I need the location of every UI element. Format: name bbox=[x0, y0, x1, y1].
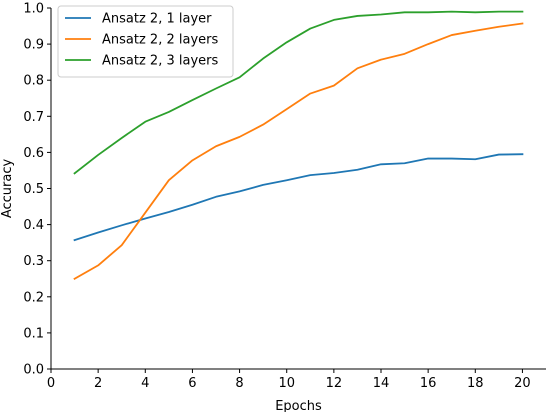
legend-label: Ansatz 2, 2 layers bbox=[102, 33, 218, 48]
y-tick-label: 0.2 bbox=[23, 290, 44, 305]
y-tick-label: 0.1 bbox=[23, 326, 44, 341]
y-tick-label: 0.0 bbox=[23, 363, 44, 378]
x-tick-label: 18 bbox=[467, 376, 484, 391]
legend-label: Ansatz 2, 3 layers bbox=[102, 54, 218, 69]
x-tick-label: 8 bbox=[235, 376, 243, 391]
x-tick-label: 16 bbox=[420, 376, 437, 391]
y-tick-label: 0.9 bbox=[23, 38, 44, 53]
series-layer bbox=[73, 10, 524, 280]
x-tick-label: 4 bbox=[141, 376, 149, 391]
y-tick-label: 1.0 bbox=[23, 2, 44, 17]
legend-label: Ansatz 2, 1 layer bbox=[102, 12, 212, 27]
x-tick-label: 12 bbox=[326, 376, 343, 391]
x-tick-label: 10 bbox=[278, 376, 295, 391]
y-tick-label: 0.3 bbox=[23, 254, 44, 269]
x-axis-label: Epochs bbox=[275, 399, 322, 412]
x-tick-label: 14 bbox=[373, 376, 390, 391]
x-tick-label: 20 bbox=[514, 376, 531, 391]
y-tick-label: 0.6 bbox=[23, 146, 44, 161]
y-tick-label: 0.7 bbox=[23, 110, 44, 125]
x-tick-label: 6 bbox=[188, 376, 196, 391]
y-tick-label: 0.8 bbox=[23, 74, 44, 89]
series-line-2 bbox=[73, 22, 524, 280]
legend-box bbox=[57, 5, 234, 78]
legend: Ansatz 2, 1 layer Ansatz 2, 2 layers Ansat… bbox=[57, 5, 234, 78]
series-line-1 bbox=[73, 153, 524, 242]
series-line-3 bbox=[73, 10, 524, 175]
y-tick-label: 0.5 bbox=[23, 182, 44, 197]
axes-layer: 0 2 4 6 8 10 12 14 16 18 20 0.0 0.1 0.2 0.3 0.4 0.5 0.6 0.… bbox=[23, 2, 546, 391]
y-axis-label: Accuracy bbox=[0, 159, 15, 219]
y-tick-label: 0.4 bbox=[23, 218, 44, 233]
x-tick-label: 0 bbox=[47, 376, 55, 391]
x-tick-label: 2 bbox=[94, 376, 102, 391]
